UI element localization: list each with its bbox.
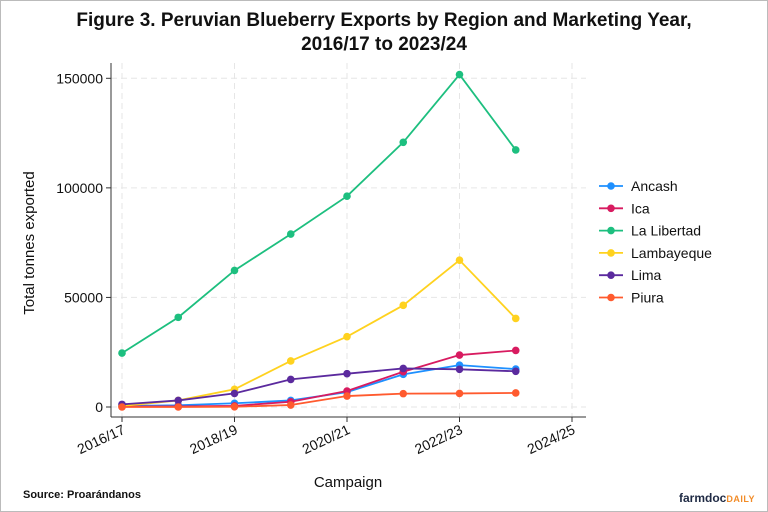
data-point [343,332,351,341]
legend-marker [607,293,615,302]
data-point [286,357,295,365]
data-point [399,301,408,310]
data-point [174,313,183,322]
data-point [118,349,126,357]
data-point [399,364,408,373]
x-tick-label: 2022/23 [412,421,465,457]
y-tick-label: 0 [95,399,103,415]
data-point [455,351,464,359]
data-point [343,392,351,400]
data-point [399,138,408,147]
series-line [121,73,517,354]
legend-marker [607,182,615,190]
legend-label: Lambayeque [631,245,712,261]
x-tick-label: 2020/21 [300,421,353,457]
data-point [286,375,295,384]
data-point [343,369,351,378]
data-point [230,389,239,398]
legend-label: Piura [631,290,664,306]
legend-label: Lima [631,267,662,283]
y-axis-label: Total tonnes exported [21,171,38,314]
data-point [286,401,295,409]
y-tick-label: 150000 [56,70,103,86]
legend-label: La Libertad [631,223,701,239]
data-point [343,192,351,200]
source-note: Source: Proarándanos [23,489,141,501]
legend-label: Ancash [631,178,678,194]
legend-marker [607,249,615,257]
data-point [511,146,520,154]
legend-label: Ica [631,200,650,216]
title-line-1: Figure 3. Peruvian Blueberry Exports by … [76,10,692,31]
series-la-libertad [118,70,520,357]
series-lima [118,364,520,409]
y-tick-label: 50000 [64,289,103,305]
data-point [455,256,464,264]
data-point [174,396,183,405]
data-point [118,403,126,411]
series-line [122,392,516,408]
legend-marker [607,226,615,235]
data-point [511,389,520,397]
y-tick-label: 100000 [56,180,103,196]
data-point [511,367,520,376]
data-point [455,365,464,374]
farmdoc-logo: farmdocDAILY [679,491,756,505]
legend-marker [607,204,615,213]
data-point [230,402,239,411]
x-tick-label: 2016/17 [75,421,128,457]
data-point [511,346,520,355]
legend-marker [607,271,615,280]
data-point [230,266,239,275]
x-axis-label: Campaign [314,474,382,491]
series-piura [118,389,520,411]
series-line [121,367,516,406]
data-point [174,403,183,411]
title-line-2: 2016/17 to 2023/24 [301,34,467,55]
chart-title: Figure 3. Peruvian Blueberry Exports by … [1,9,767,57]
data-point [286,230,295,238]
x-tick-label: 2024/25 [525,421,578,457]
data-point [511,314,520,323]
data-point [455,389,464,398]
data-point [399,389,408,398]
data-point [455,70,464,79]
series-line [121,258,517,407]
x-tick-label: 2018/19 [187,421,240,457]
